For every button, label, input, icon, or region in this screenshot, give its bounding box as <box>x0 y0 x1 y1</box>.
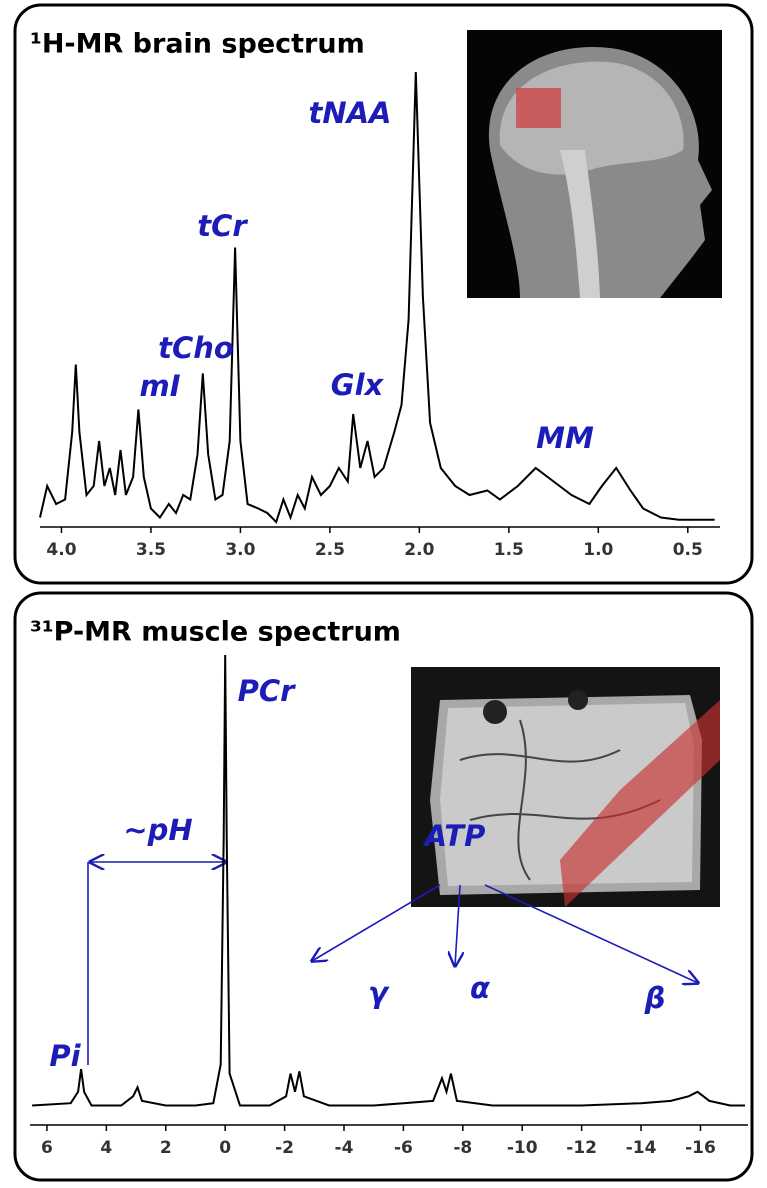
annotation-arrows <box>87 862 698 1065</box>
x-tick-label: 1.0 <box>583 540 613 560</box>
x-tick-label: -2 <box>275 1138 294 1158</box>
x-tick-label: 0 <box>219 1138 231 1158</box>
x-tick-label: 2 <box>160 1138 172 1158</box>
peak-label: β <box>644 981 666 1015</box>
x-tick-label: -6 <box>394 1138 413 1158</box>
peak-label: mI <box>139 369 180 403</box>
x-tick-label: -4 <box>335 1138 354 1158</box>
x-tick-label: 1.5 <box>494 540 524 560</box>
peak-label: Glx <box>331 368 385 402</box>
muscle-image <box>411 667 720 907</box>
x-tick-label: 0.5 <box>673 540 703 560</box>
peak-label: Pi <box>49 1039 81 1073</box>
peak-label: ~pH <box>123 813 192 847</box>
x-tick-label: 2.0 <box>404 540 434 560</box>
x-tick-label: -14 <box>626 1138 657 1158</box>
peak-label: tCho <box>158 331 234 365</box>
peak-label: PCr <box>238 674 297 708</box>
chart-title: ¹H-MR brain spectrum <box>30 29 365 60</box>
spectrum-line <box>39 71 715 524</box>
x-tick-label: 2.5 <box>315 540 345 560</box>
x-tick-label: 6 <box>41 1138 53 1158</box>
peak-label: MM <box>536 421 594 455</box>
spectrum-line <box>32 654 745 1107</box>
peak-label: ATP <box>423 819 486 853</box>
brain-image <box>467 30 722 298</box>
peak-label: tNAA <box>308 96 391 130</box>
peak-label: γ <box>368 976 390 1010</box>
x-tick-label: -8 <box>453 1138 472 1158</box>
chart-title: ³¹P-MR muscle spectrum <box>30 617 401 648</box>
x-tick-label: 3.5 <box>136 540 166 560</box>
x-tick-label: -10 <box>507 1138 538 1158</box>
x-tick-label: -12 <box>566 1138 597 1158</box>
x-tick-label: 4 <box>100 1138 112 1158</box>
panel-frame <box>13 3 754 585</box>
x-tick-label: 4.0 <box>46 540 76 560</box>
peak-label: tCr <box>197 209 248 243</box>
panel-frame <box>13 591 754 1182</box>
x-tick-label: -16 <box>685 1138 716 1158</box>
x-tick-label: 3.0 <box>225 540 255 560</box>
peak-label: α <box>470 971 491 1005</box>
